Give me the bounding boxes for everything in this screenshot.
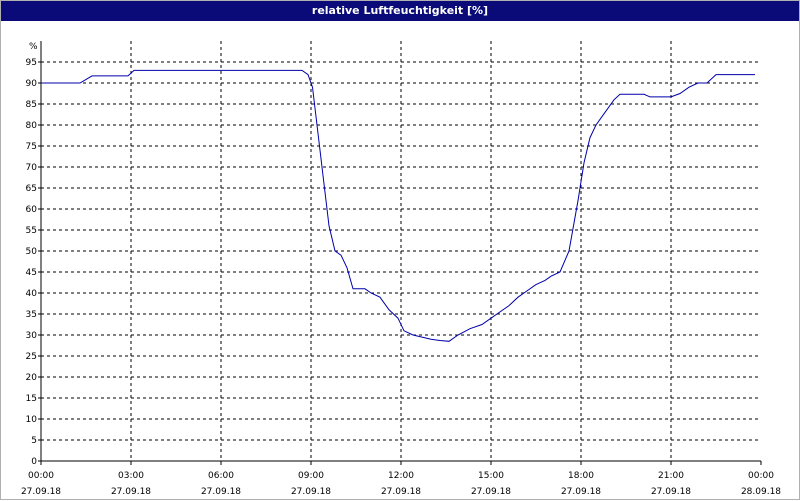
x-tick-label-date: 27.09.18 [651, 487, 691, 497]
y-tick-label: 10 [26, 415, 38, 425]
chart-title: relative Luftfeuchtigkeit [%] [1, 1, 799, 21]
series-layer [41, 69, 755, 342]
x-tick-label-date: 27.09.18 [21, 487, 61, 497]
y-tick-label: 45 [26, 268, 37, 278]
x-tick-label-date: 27.09.18 [111, 487, 151, 497]
x-tick-label-date: 27.09.18 [291, 487, 331, 497]
y-tick-label: 65 [26, 184, 37, 194]
x-tick-label-time: 00:00 [28, 471, 54, 481]
y-tick-label: 30 [26, 331, 38, 341]
y-tick-label: 35 [26, 310, 37, 320]
axis-layer [38, 41, 762, 465]
x-tick-label-time: 18:00 [568, 471, 594, 481]
y-tick-label: 40 [26, 289, 38, 299]
x-tick-label-time: 21:00 [658, 471, 684, 481]
y-tick-label: 55 [26, 226, 37, 236]
x-tick-label-time: 12:00 [388, 471, 414, 481]
x-tick-label-time: 15:00 [478, 471, 504, 481]
humidity-series-line [41, 69, 755, 342]
y-tick-label: 15 [26, 394, 37, 404]
y-tick-label: 75 [26, 142, 37, 152]
x-tick-label-date: 27.09.18 [201, 487, 241, 497]
x-tick-label-time: 03:00 [118, 471, 144, 481]
y-tick-label: 85 [26, 100, 37, 110]
x-tick-labels: 00:00 27.09.18 03:00 27.09.18 06:00 27.09.18 0… [21, 471, 781, 497]
y-tick-label: 20 [26, 373, 38, 383]
x-tick-label-time: 09:00 [298, 471, 324, 481]
y-tick-label: 70 [26, 163, 38, 173]
y-tick-label: 25 [26, 352, 37, 362]
x-tick-label-time: 06:00 [208, 471, 234, 481]
x-tick-label-date: 27.09.18 [471, 487, 511, 497]
y-tick-labels: 0 5 10 15 20 25 30 35 40 45 50 55 60 65 70 75 80 85 90 95 [26, 58, 38, 467]
x-tick-label-date: 27.09.18 [381, 487, 421, 497]
x-tick-label-date: 27.09.18 [561, 487, 601, 497]
y-tick-label: 95 [26, 58, 37, 68]
x-tick-label-time: 00:00 [748, 471, 774, 481]
y-axis-unit-label: % [29, 42, 38, 52]
y-tick-label: 5 [31, 436, 37, 446]
y-tick-label: 80 [26, 121, 38, 131]
y-tick-label: 90 [26, 79, 38, 89]
y-tick-label: 0 [31, 457, 37, 467]
grid-layer [41, 41, 761, 461]
y-tick-label: 60 [26, 205, 38, 215]
y-tick-label: 50 [26, 247, 38, 257]
x-tick-label-date: 28.09.18 [741, 487, 781, 497]
